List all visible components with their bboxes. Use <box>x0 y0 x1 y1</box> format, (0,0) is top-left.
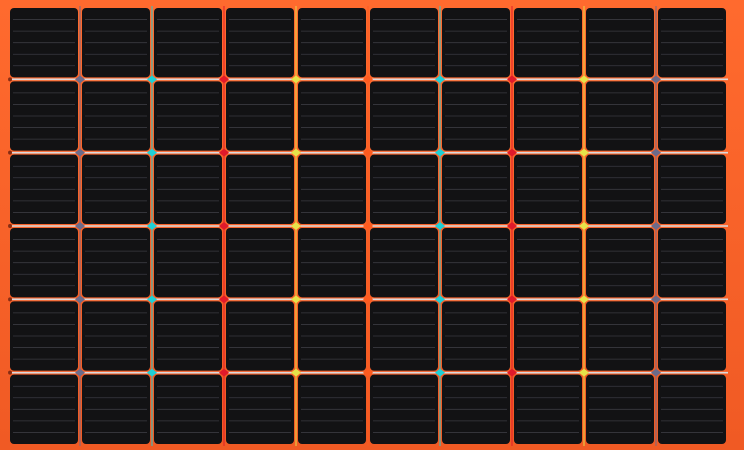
wire-junction-node <box>435 75 445 84</box>
wire-junction-node <box>291 148 301 157</box>
wire-junction-node <box>219 295 229 304</box>
wire-junction-node <box>579 75 589 84</box>
edge-rivet <box>8 370 12 375</box>
wire-junction-node <box>75 368 85 377</box>
wire-junction-node <box>75 75 85 84</box>
wire-junction-node <box>507 148 517 157</box>
wire-junction-node <box>219 75 229 84</box>
solar-cell-grid <box>8 6 728 446</box>
wire-junction-node <box>147 148 157 157</box>
wire-junction-node <box>363 222 373 230</box>
edge-rivet <box>8 150 12 155</box>
wire-junction-node <box>435 148 445 157</box>
wire-junction-node <box>75 148 85 157</box>
wire-junction-node <box>147 75 157 84</box>
wire-junction-node <box>507 222 517 230</box>
wire-junction-node <box>651 222 661 230</box>
edge-rivet <box>8 77 12 82</box>
wire-junction-node <box>651 368 661 377</box>
wire-junction-node <box>651 148 661 157</box>
wire-junction-node <box>579 222 589 230</box>
wire-junction-node <box>291 75 301 84</box>
wire-junction-node <box>435 222 445 230</box>
wire-junction-node <box>579 368 589 377</box>
wire-junction-node <box>435 368 445 377</box>
wire-junction-node <box>291 368 301 377</box>
wire-junction-node <box>291 295 301 304</box>
wire-junction-node <box>147 222 157 230</box>
edge-rivet <box>8 297 12 302</box>
wire-junction-node <box>219 368 229 377</box>
wire-junction-node <box>507 75 517 84</box>
wire-junction-node <box>75 295 85 304</box>
wire-junction-node <box>363 75 373 84</box>
wire-junction-node <box>651 295 661 304</box>
wire-junction-node <box>507 295 517 304</box>
wire-junction-node <box>435 295 445 304</box>
wire-junction-node <box>363 295 373 304</box>
wire-junction-node <box>147 368 157 377</box>
wire-junction-node <box>219 148 229 157</box>
wire-junction-node <box>147 295 157 304</box>
wire-junction-node <box>579 148 589 157</box>
edge-rivet <box>8 224 12 228</box>
wire-junction-node <box>75 222 85 230</box>
wire-junction-node <box>363 148 373 157</box>
wire-junction-node <box>507 368 517 377</box>
wire-junction-node <box>651 75 661 84</box>
wire-junction-node <box>219 222 229 230</box>
wire-junction-node <box>579 295 589 304</box>
wire-junction-node <box>291 222 301 230</box>
wire-junction-node <box>363 368 373 377</box>
